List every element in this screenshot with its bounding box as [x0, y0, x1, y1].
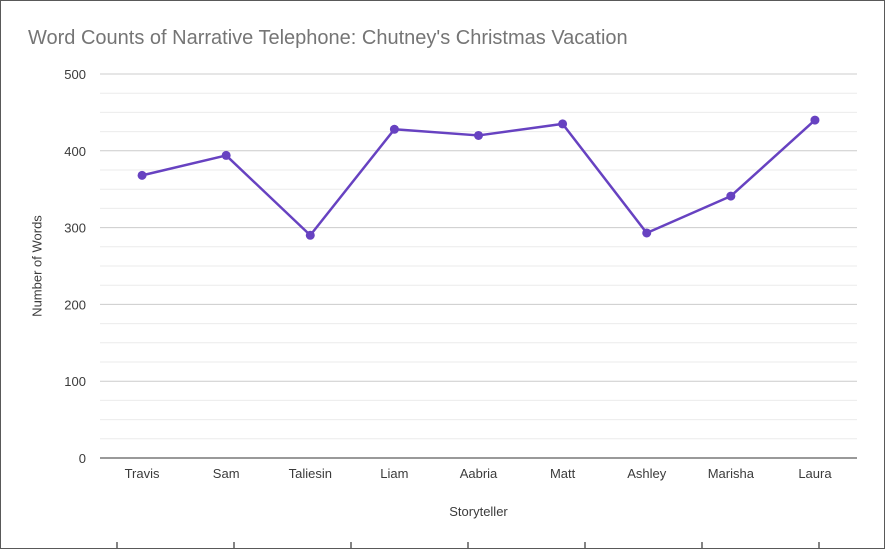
x-tick-label: Ashley	[627, 466, 667, 481]
x-tick-label: Marisha	[708, 466, 755, 481]
x-tick-label: Aabria	[460, 466, 498, 481]
y-tick-label: 100	[64, 374, 86, 389]
x-tick-label: Liam	[380, 466, 408, 481]
data-point-laura	[810, 115, 820, 125]
x-tick-label: Sam	[213, 466, 240, 481]
y-tick-label: 0	[79, 451, 86, 466]
y-tick-label: 300	[64, 221, 86, 236]
y-tick-label: 200	[64, 297, 86, 312]
y-axis-title: Number of Words	[29, 215, 45, 317]
data-point-travis	[137, 170, 147, 180]
bottom-edge-ticks	[1, 542, 884, 548]
x-tick-label: Travis	[125, 466, 160, 481]
x-axis-title: Storyteller	[449, 504, 508, 519]
chart-title: Word Counts of Narrative Telephone: Chut…	[28, 27, 628, 49]
x-tick-label: Laura	[798, 466, 832, 481]
x-tick-label: Matt	[550, 466, 576, 481]
data-point-sam	[221, 150, 231, 160]
data-point-matt	[558, 119, 568, 129]
data-point-marisha	[726, 191, 736, 201]
data-point-aabria	[474, 130, 483, 140]
x-tick-label: Taliesin	[289, 466, 332, 481]
data-point-ashley	[642, 228, 652, 238]
data-point-liam	[389, 124, 399, 134]
data-point-taliesin	[305, 230, 315, 240]
y-tick-label: 400	[64, 144, 86, 159]
y-tick-label: 500	[64, 67, 86, 82]
